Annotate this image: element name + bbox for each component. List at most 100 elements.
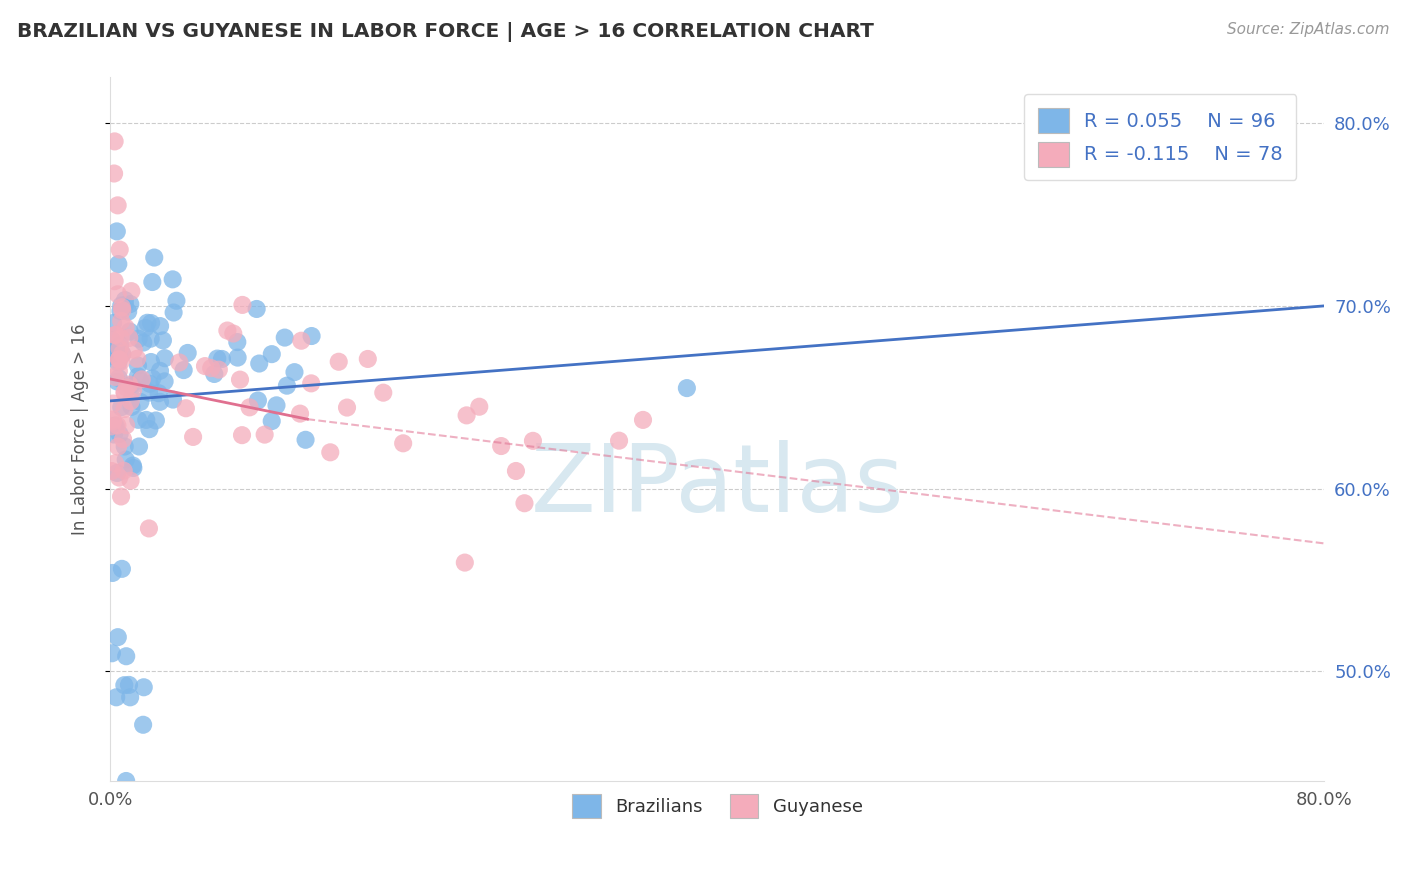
Point [122,383,145,397]
Point [108,338,131,352]
Point [108,427,131,442]
Point [357,351,380,366]
Point [301,329,323,343]
Point [105,224,128,238]
Point [104,135,127,149]
Point [122,461,145,475]
Point [169,355,191,369]
Point [607,434,630,448]
Point [239,401,262,415]
Point [107,355,129,369]
Point [110,354,132,368]
Point [127,351,149,366]
Point [132,335,155,350]
Point [108,352,131,367]
Point [114,293,136,307]
Point [226,351,249,365]
Point [114,440,136,454]
Point [108,342,131,356]
Point [162,305,184,319]
Point [114,452,136,467]
Point [114,298,136,312]
Point [107,630,129,644]
Point [152,334,174,348]
Y-axis label: In Labor Force | Age > 16: In Labor Force | Age > 16 [72,324,89,535]
Point [127,359,149,373]
Point [107,287,129,301]
Point [101,646,124,660]
Point [105,375,128,389]
Point [104,419,127,434]
Point [456,409,478,423]
Point [120,474,142,488]
Point [290,334,312,348]
Point [336,401,359,415]
Point [118,678,141,692]
Point [122,343,145,357]
Point [108,470,131,484]
Point [120,690,142,705]
Point [114,320,136,334]
Point [149,364,172,378]
Point [139,316,162,330]
Point [141,275,163,289]
Point [110,400,132,414]
Point [118,377,141,392]
Point [149,394,172,409]
Point [208,362,231,376]
Point [105,418,128,433]
Point [110,331,132,345]
Point [319,445,342,459]
Point [110,314,132,328]
Point [222,326,245,341]
Point [118,331,141,345]
Point [104,418,127,433]
Point [200,361,222,376]
Point [283,365,305,379]
Point [112,464,135,478]
Point [108,364,131,378]
Point [114,385,136,400]
Point [112,402,135,417]
Point [211,351,233,366]
Text: ZIPatlas: ZIPatlas [530,440,904,532]
Point [101,396,124,410]
Point [101,412,124,426]
Point [246,301,269,316]
Point [132,680,155,694]
Point [114,385,136,400]
Point [138,521,160,535]
Point [115,380,138,394]
Point [373,385,395,400]
Point [522,434,544,448]
Point [104,456,127,470]
Point [128,374,150,388]
Point [120,284,142,298]
Point [112,432,135,446]
Legend: Brazilians, Guyanese: Brazilians, Guyanese [564,787,870,825]
Point [128,332,150,346]
Point [145,413,167,427]
Point [513,496,536,510]
Point [260,414,283,428]
Point [111,347,134,361]
Point [110,304,132,318]
Point [127,369,149,384]
Point [505,464,527,478]
Point [141,371,163,385]
Point [117,304,139,318]
Point [489,439,512,453]
Point [148,386,170,401]
Point [120,297,142,311]
Point [107,440,129,454]
Point [100,333,122,347]
Point [104,327,127,342]
Point [105,466,128,480]
Point [100,349,122,363]
Point [260,347,283,361]
Point [134,321,156,335]
Point [118,325,141,339]
Point [135,413,157,427]
Point [129,395,152,409]
Point [138,422,160,436]
